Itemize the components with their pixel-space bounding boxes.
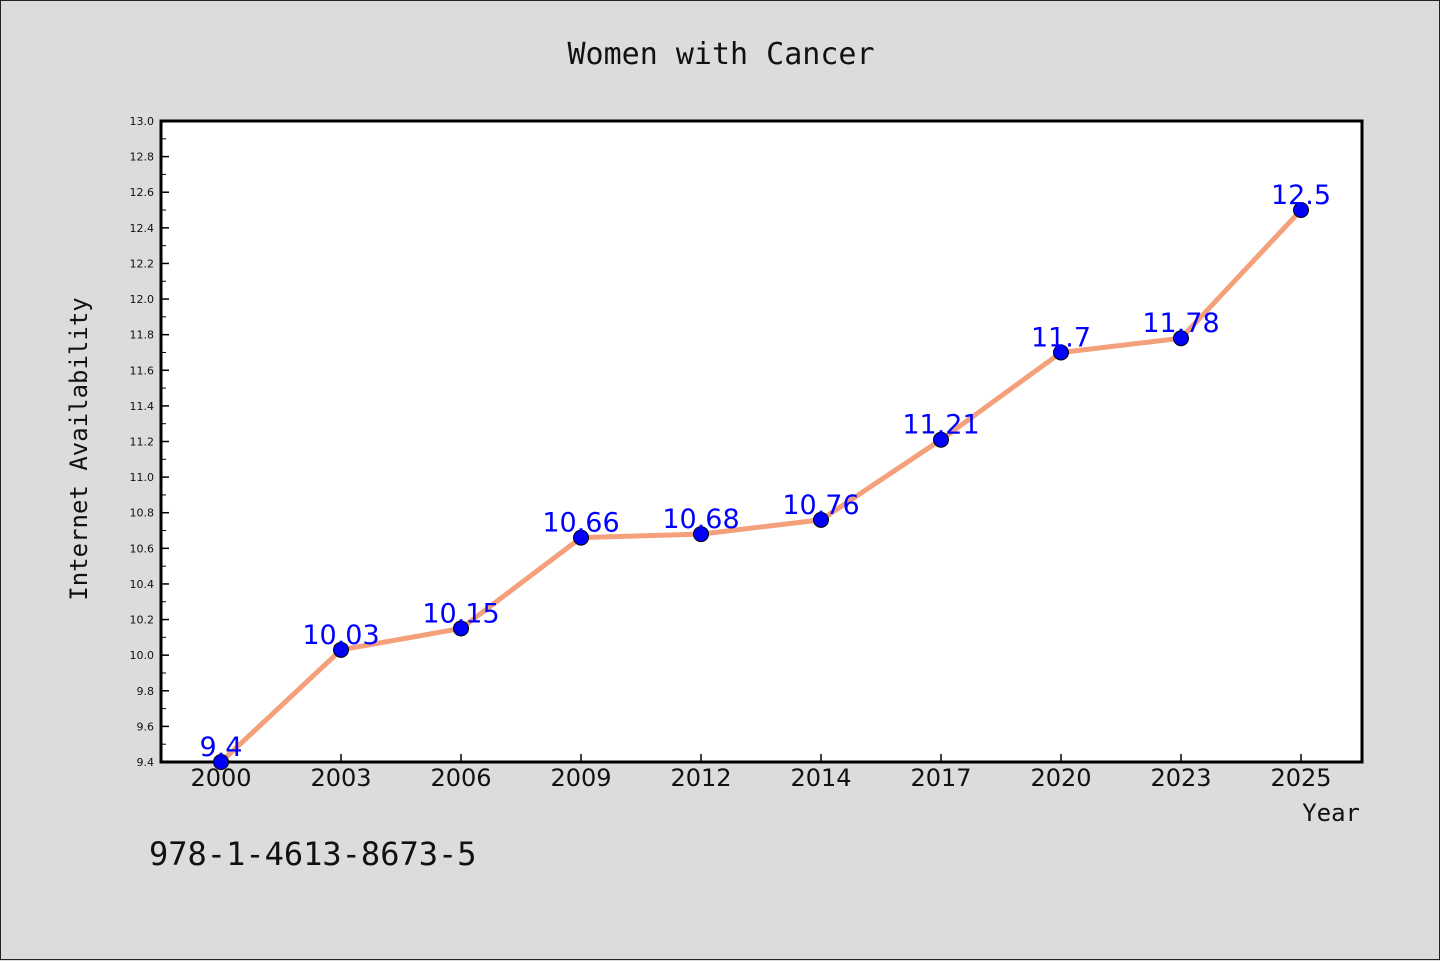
y-tick-label: 11.4 bbox=[130, 400, 155, 413]
data-label: 12.5 bbox=[1271, 180, 1331, 211]
x-tick-label: 2017 bbox=[910, 764, 971, 792]
y-tick-label: 10.0 bbox=[130, 649, 155, 662]
data-label: 10.76 bbox=[782, 490, 859, 521]
y-axis: 9.4 9.6 9.8 10.0 10.2 10.4 10.6 10.8 11.0 11.2 11.… bbox=[130, 115, 169, 769]
data-label: 11.78 bbox=[1142, 308, 1219, 339]
y-tick-label: 10.8 bbox=[130, 507, 155, 520]
data-label: 10.66 bbox=[542, 508, 619, 539]
data-label: 10.15 bbox=[422, 598, 499, 629]
y-tick-label: 10.2 bbox=[130, 614, 155, 627]
y-tick-label: 11.0 bbox=[130, 471, 155, 484]
y-tick-label: 10.4 bbox=[130, 578, 155, 591]
x-axis-label: Year bbox=[1302, 799, 1360, 827]
series-line bbox=[218, 207, 1304, 765]
series-layer: 9.4 10.03 10.15 10.66 10.68 10.76 11.21 11.7 11.… bbox=[200, 180, 1331, 770]
y-tick-label: 12.4 bbox=[130, 222, 155, 235]
data-point bbox=[813, 511, 829, 528]
chart-title: Women with Cancer bbox=[567, 37, 874, 72]
x-tick-label: 2009 bbox=[550, 764, 611, 792]
plot-area bbox=[159, 119, 1364, 764]
x-tick-label: 2025 bbox=[1270, 764, 1331, 792]
y-tick-label: 11.8 bbox=[130, 329, 155, 342]
y-tick-label: 12.6 bbox=[130, 186, 155, 199]
x-tick-label: 2020 bbox=[1030, 764, 1091, 792]
x-tick-label: 2023 bbox=[1150, 764, 1211, 792]
x-axis: 2000 2003 2006 2009 2012 2014 2017 2020 2023 2025 bbox=[190, 754, 1332, 792]
data-label: 11.7 bbox=[1031, 322, 1091, 353]
y-tick-label: 9.6 bbox=[137, 720, 155, 733]
footer-code: 978-1-4613-8673-5 bbox=[149, 835, 477, 873]
data-point bbox=[693, 526, 709, 543]
x-tick-label: 2003 bbox=[310, 764, 371, 792]
data-point bbox=[453, 620, 469, 637]
data-label: 10.68 bbox=[662, 504, 739, 535]
data-point bbox=[1293, 202, 1309, 219]
x-tick-label: 2006 bbox=[430, 764, 491, 792]
data-label: 11.21 bbox=[902, 410, 979, 441]
y-tick-label: 10.6 bbox=[130, 542, 155, 555]
data-point bbox=[333, 641, 349, 658]
y-tick-label: 12.2 bbox=[130, 257, 155, 270]
data-label: 10.03 bbox=[302, 620, 379, 651]
y-tick-label: 12.0 bbox=[130, 293, 155, 306]
data-point bbox=[933, 431, 949, 448]
data-point bbox=[213, 754, 229, 770]
y-tick-label: 9.4 bbox=[137, 756, 155, 769]
y-tick-label: 12.8 bbox=[130, 151, 155, 164]
y-tick-label: 11.6 bbox=[130, 364, 155, 377]
x-tick-label: 2014 bbox=[790, 764, 851, 792]
y-axis-label: Internet Availability bbox=[65, 297, 93, 600]
y-tick-label: 9.8 bbox=[137, 685, 155, 698]
y-tick-label: 11.2 bbox=[130, 436, 155, 449]
data-label: 9.4 bbox=[200, 732, 243, 763]
x-tick-label: 2012 bbox=[670, 764, 731, 792]
data-point bbox=[1053, 344, 1069, 361]
data-point bbox=[573, 529, 589, 546]
y-tick-label: 13.0 bbox=[130, 115, 155, 128]
data-point bbox=[1173, 330, 1189, 347]
